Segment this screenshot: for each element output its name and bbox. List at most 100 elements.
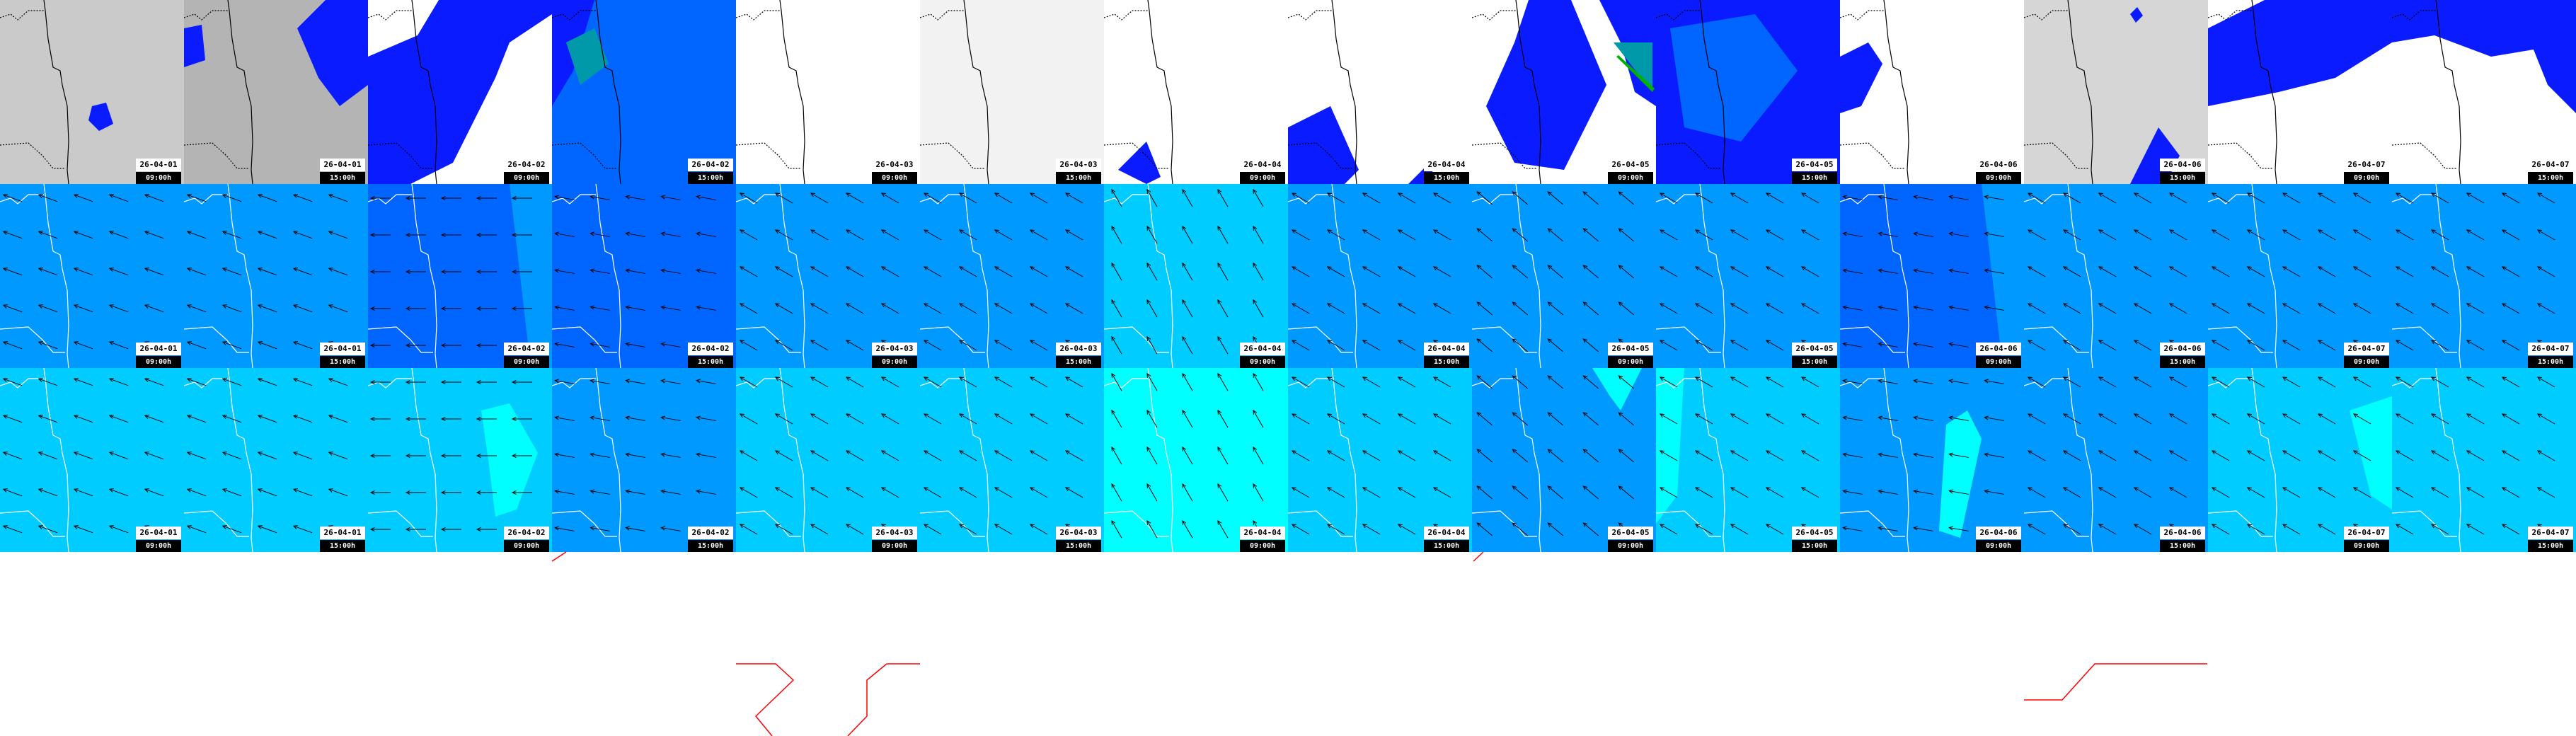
wind-arrow xyxy=(292,304,313,313)
wind-arrow xyxy=(1582,375,1599,389)
wind-arrow xyxy=(660,231,681,237)
wind-arrow xyxy=(1842,231,1863,237)
wind-arrow xyxy=(1878,195,1898,200)
border-line xyxy=(1288,510,1353,537)
contour-area xyxy=(1656,368,1684,524)
wind-arrow xyxy=(2062,450,2081,461)
wind-arrow xyxy=(1476,375,1493,389)
wind-arrow xyxy=(554,415,575,421)
wind-arrow xyxy=(845,376,864,388)
wind-arrow xyxy=(739,266,758,277)
wind-arrow xyxy=(1618,449,1635,463)
wind-arrow xyxy=(1659,192,1678,204)
wind-arrow xyxy=(1913,526,1933,531)
wind-arrow xyxy=(1432,487,1451,498)
wind-arrow xyxy=(2211,266,2230,277)
precipitation-map-panel: 26-04-02 09:00h xyxy=(368,0,552,184)
wind-arrow xyxy=(880,303,899,314)
wind-arrow xyxy=(1362,266,1381,277)
wind-arrow xyxy=(1064,487,1083,498)
map-background xyxy=(920,184,1104,368)
wind-arrow xyxy=(222,452,242,460)
wind-arrow xyxy=(590,305,610,311)
wind-arrow xyxy=(1582,449,1599,463)
time-label: 15:00h xyxy=(1792,172,1837,184)
wind-arrow xyxy=(1984,231,2004,237)
time-label: 09:00h xyxy=(1240,172,1285,184)
wind-arrow xyxy=(440,490,461,495)
date-label: 26-04-06 xyxy=(2160,343,2205,355)
wind-arrow xyxy=(2536,487,2555,498)
time-label: 15:00h xyxy=(1792,540,1837,552)
wind-arrow xyxy=(2027,413,2046,425)
wind-arrow xyxy=(1512,485,1529,500)
wind-arrow xyxy=(1217,446,1229,465)
wind-arrow xyxy=(1064,376,1083,388)
wind-arrow xyxy=(739,376,758,388)
wind-arrow xyxy=(1730,303,1749,314)
wind-arrow xyxy=(1291,340,1310,351)
wind-arrow xyxy=(1512,412,1529,426)
wind-arrow xyxy=(1029,413,1048,425)
precipitation-map-panel: 26-04-02 15:00h xyxy=(552,0,736,184)
wind-arrow xyxy=(108,378,129,386)
wind-arrow xyxy=(2027,524,2046,535)
wind-arrow xyxy=(2395,413,2414,425)
wind-arrow xyxy=(1948,268,1969,274)
wind-arrow xyxy=(554,268,575,274)
time-label: 09:00h xyxy=(136,540,181,552)
wind-arrow xyxy=(328,488,348,497)
wind-arrow xyxy=(38,415,58,423)
border-line xyxy=(2024,510,2089,537)
wind-map-panel: 26-04-02 09:00h xyxy=(368,184,552,368)
wind-arrow xyxy=(1694,376,1713,388)
border-line xyxy=(0,510,65,537)
wind-arrow xyxy=(2317,192,2336,204)
wind-arrow xyxy=(2395,266,2414,277)
wind-arrow xyxy=(1146,519,1158,539)
border-line xyxy=(920,326,985,353)
wind-arrow xyxy=(1111,188,1122,207)
wind-arrow xyxy=(1547,265,1564,279)
wind-arrow xyxy=(1291,192,1310,204)
coastline xyxy=(2435,368,2461,552)
contour-area xyxy=(2208,0,2392,106)
wind-arrow xyxy=(739,413,758,425)
wind-arrow xyxy=(2062,303,2081,314)
wind-arrow xyxy=(660,379,681,384)
coastline xyxy=(411,0,437,184)
wind-arrow xyxy=(1765,487,1784,498)
wind-arrow xyxy=(845,487,864,498)
wind-arrow xyxy=(2027,450,2046,461)
wind-arrow xyxy=(2536,450,2555,461)
wind-arrow xyxy=(2133,487,2152,498)
time-label: 09:00h xyxy=(504,172,549,184)
wind-arrow xyxy=(1476,412,1493,426)
wind-arrow xyxy=(1146,188,1158,207)
wind-arrow xyxy=(2501,376,2520,388)
wind-arrow xyxy=(1432,192,1451,204)
coastline xyxy=(1515,184,1541,368)
wind-arrow xyxy=(2466,487,2485,498)
wind-arrow xyxy=(2466,192,2485,204)
wind-arrow xyxy=(2282,376,2301,388)
border-line xyxy=(736,378,780,389)
wind-arrow xyxy=(1984,452,2004,458)
wind-arrow xyxy=(2501,192,2520,204)
map-background xyxy=(1104,184,1288,368)
time-label: 15:00h xyxy=(2528,172,2573,184)
map-background xyxy=(0,368,184,552)
wind-arrow xyxy=(2536,413,2555,425)
wind-arrow xyxy=(2317,266,2336,277)
border-line xyxy=(1288,10,1332,21)
wind-arrow xyxy=(810,376,829,388)
border-line xyxy=(920,10,964,21)
wind-arrow xyxy=(1984,305,2004,311)
wind-arrow xyxy=(2501,413,2520,425)
wind-arrow xyxy=(810,450,829,461)
wind-arrow xyxy=(923,413,942,425)
wind-arrow xyxy=(590,379,610,384)
wind-arrow xyxy=(1765,524,1784,535)
border-line xyxy=(920,194,964,205)
wind-arrow xyxy=(739,303,758,314)
